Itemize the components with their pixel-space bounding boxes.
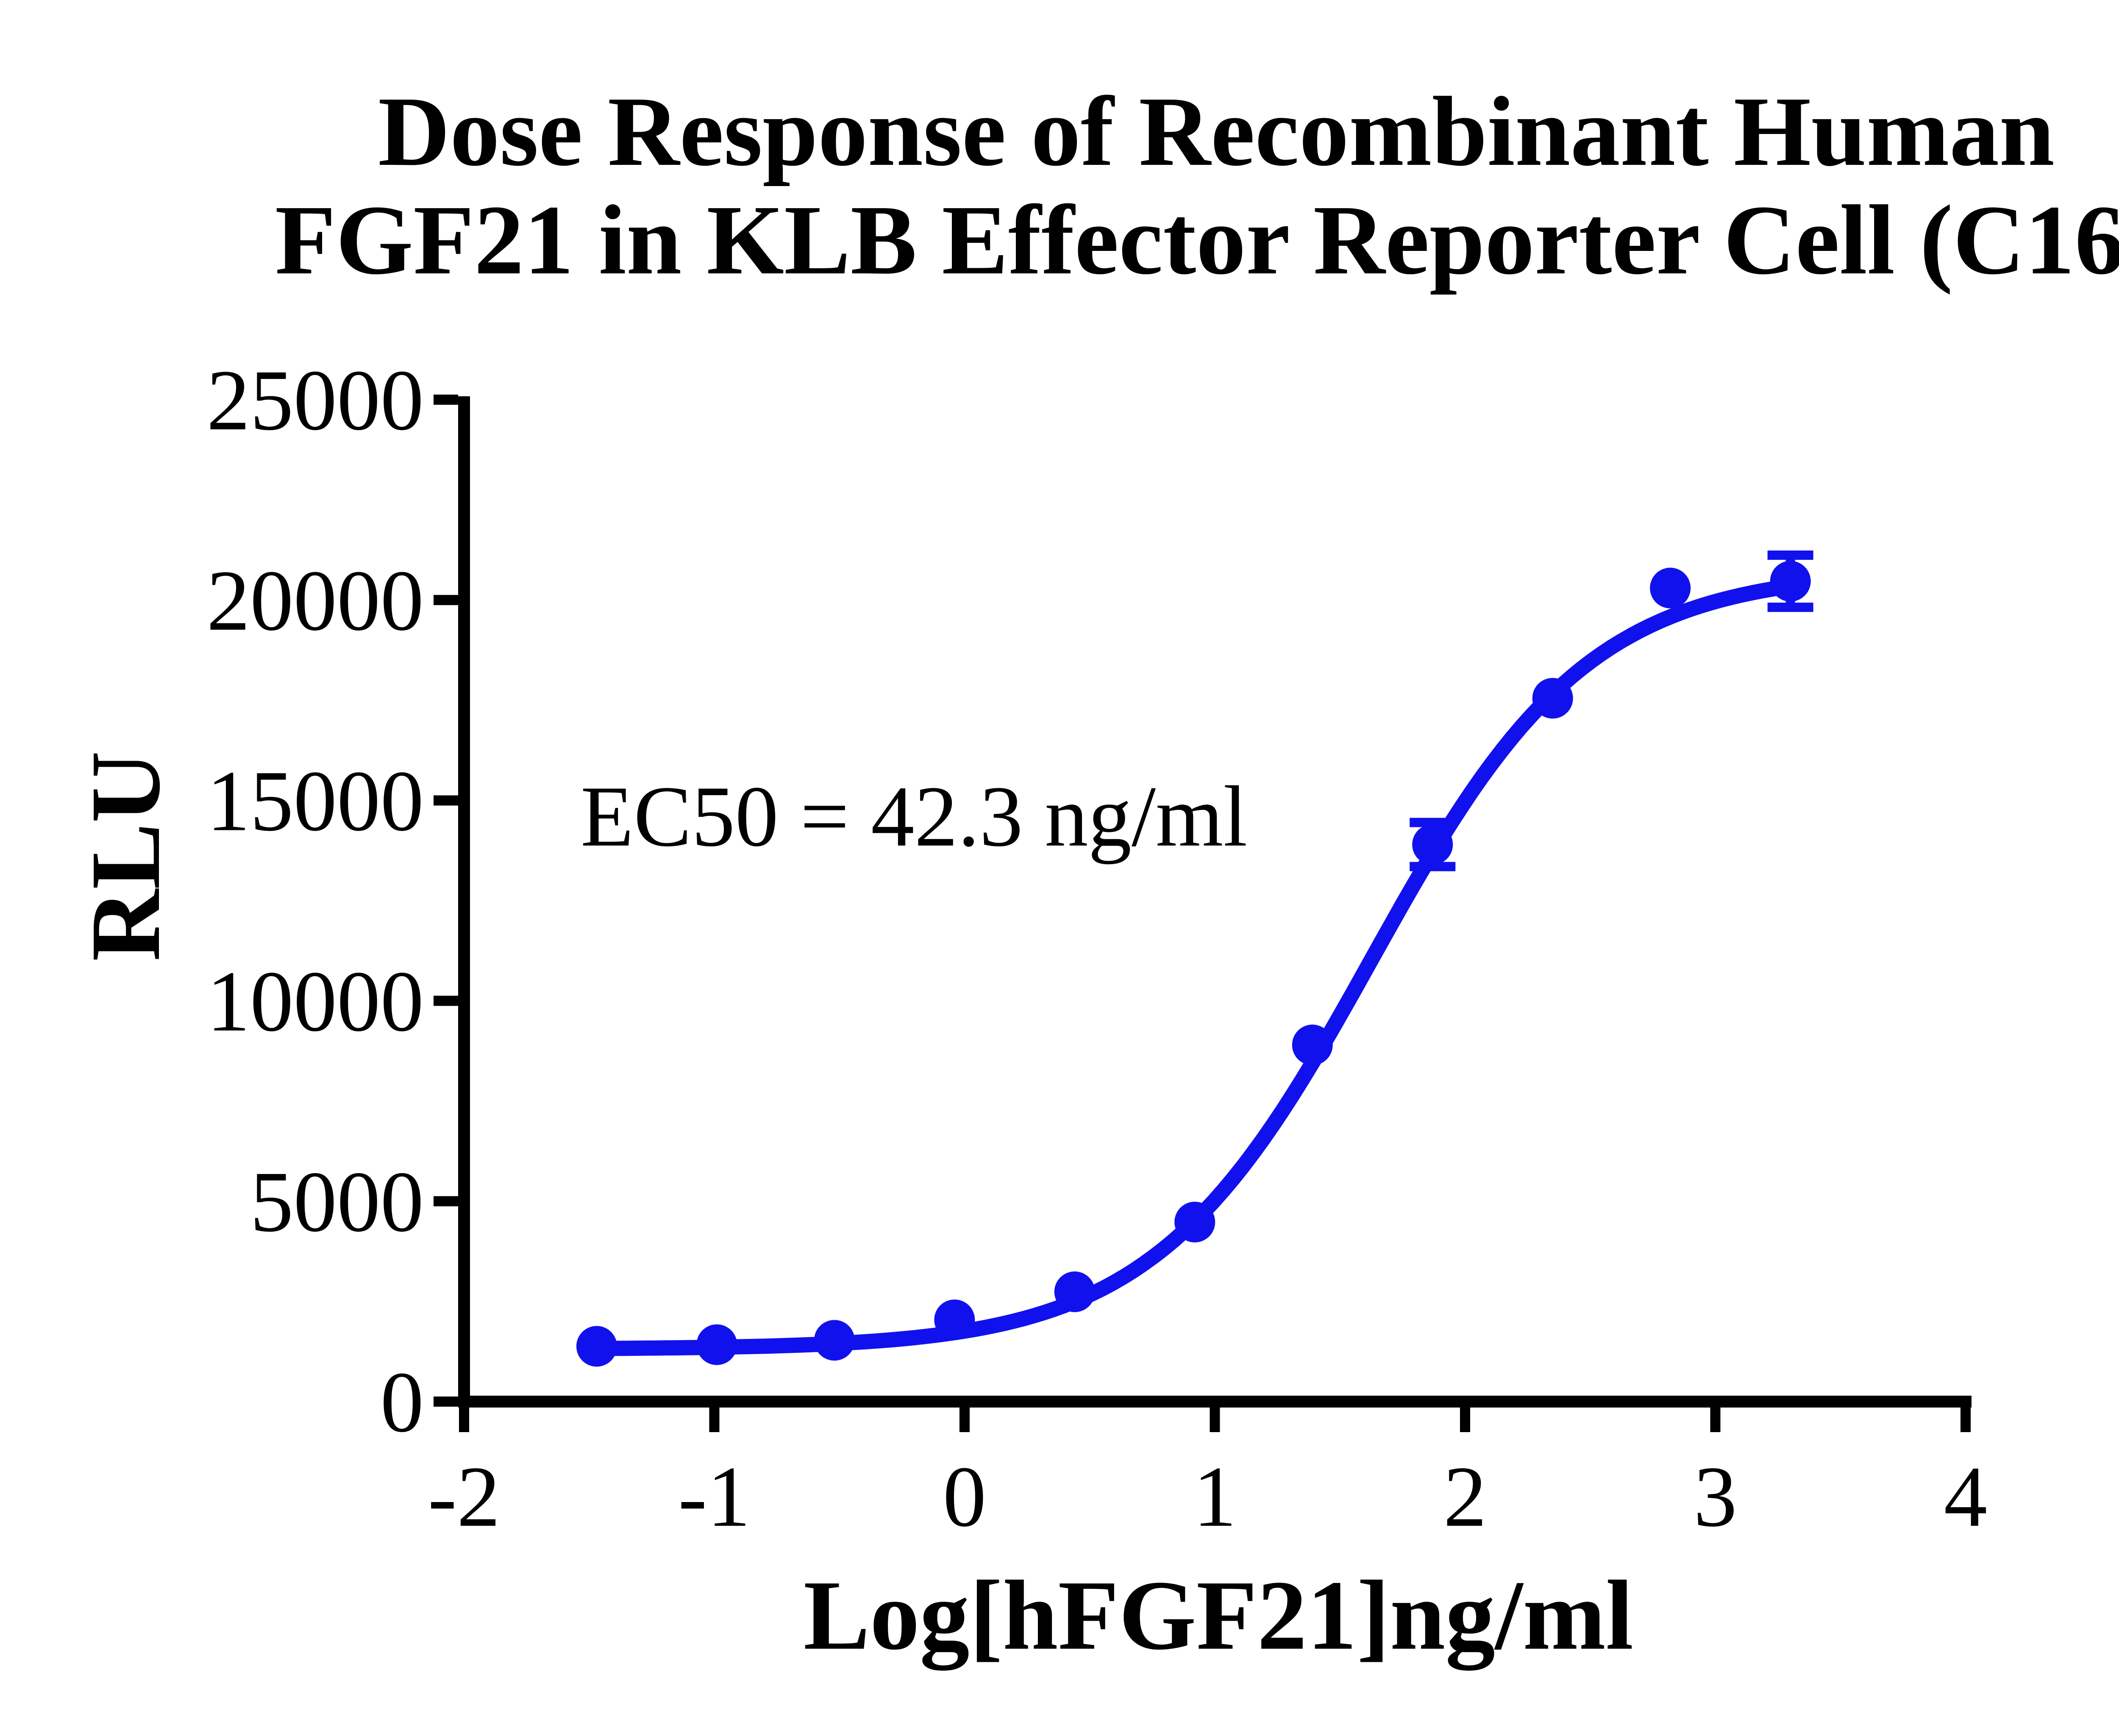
data-point: [1412, 824, 1453, 865]
x-axis-title: Log[hFGF21]ng/ml: [804, 1560, 1633, 1671]
ec50-annotation: EC50 = 42.3 ng/ml: [581, 768, 1247, 865]
chart-title-line1: Dose Response of Recombinant Human: [378, 76, 2055, 186]
data-point: [934, 1299, 975, 1341]
error-bars: [1410, 550, 1813, 871]
data-point: [1174, 1202, 1215, 1243]
data-point: [814, 1320, 855, 1361]
x-tick-label: 0: [943, 1449, 987, 1545]
x-tick-label: -2: [428, 1449, 501, 1545]
data-point: [1532, 678, 1573, 719]
y-axis-tick-labels: 0 5000 10000 15000 20000 25000: [207, 352, 424, 1450]
data-point: [1054, 1271, 1095, 1312]
x-tick-label: -1: [678, 1449, 751, 1545]
y-tick-label: 10000: [207, 953, 424, 1049]
y-tick-label: 25000: [207, 352, 424, 448]
chart-title-line2: FGF21 in KLB Effector Reporter Cell (C16…: [275, 185, 2119, 295]
data-points: [576, 561, 1811, 1367]
y-tick-label: 20000: [207, 553, 424, 649]
x-axis-ticks: [459, 1408, 1971, 1432]
y-axis-title: RLU: [70, 751, 181, 961]
x-tick-label: 2: [1443, 1449, 1487, 1545]
y-tick-label: 5000: [250, 1154, 424, 1250]
x-tick-label: 1: [1193, 1449, 1237, 1545]
y-axis-ticks: [434, 395, 458, 1407]
y-tick-label: 15000: [207, 753, 424, 849]
data-point: [696, 1324, 737, 1365]
x-tick-label: 3: [1694, 1449, 1737, 1545]
x-tick-label: 4: [1944, 1449, 1988, 1545]
data-point: [576, 1326, 617, 1367]
data-point: [1292, 1024, 1333, 1066]
data-point: [1770, 561, 1811, 602]
data-point: [1650, 568, 1691, 609]
x-axis-tick-labels: -2 -1 0 1 2 3 4: [428, 1449, 1988, 1545]
y-tick-label: 0: [381, 1354, 424, 1450]
